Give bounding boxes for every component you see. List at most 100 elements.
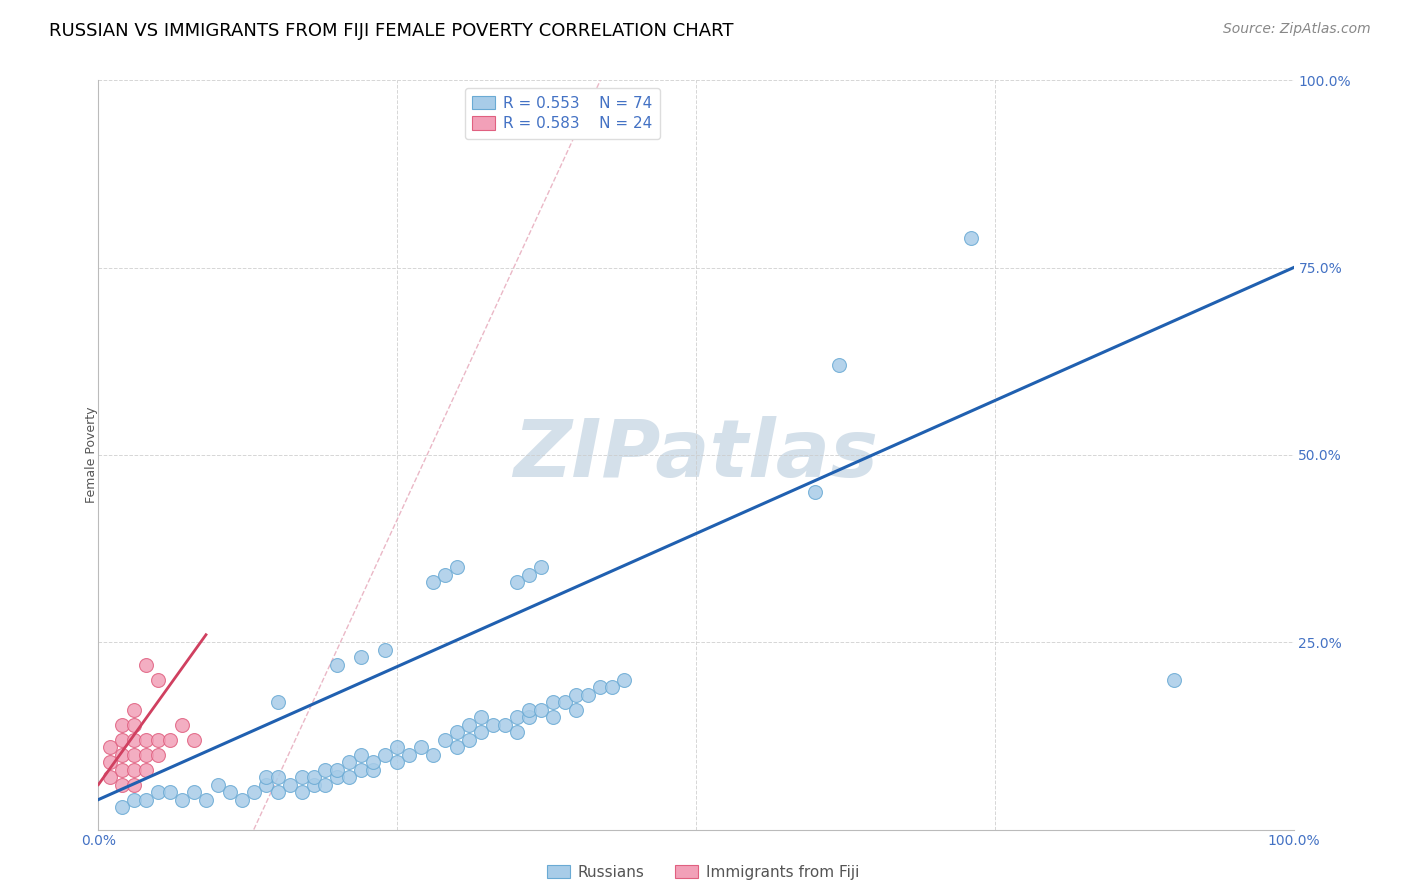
Point	[98, 740, 122, 755]
Point	[541, 695, 564, 709]
Point	[374, 747, 396, 762]
Point	[231, 792, 253, 806]
Point	[135, 657, 157, 672]
Point	[494, 717, 516, 731]
Point	[124, 732, 146, 747]
Point	[135, 792, 157, 806]
Point	[315, 778, 337, 792]
Point	[541, 710, 564, 724]
Point	[172, 717, 194, 731]
Point	[828, 358, 851, 372]
Point	[1163, 673, 1185, 687]
Point	[135, 732, 157, 747]
Point	[517, 710, 540, 724]
Point	[350, 650, 373, 665]
Point	[124, 703, 146, 717]
Point	[446, 560, 468, 574]
Point	[434, 567, 457, 582]
Point	[589, 680, 612, 694]
Point	[207, 778, 229, 792]
Point	[124, 778, 146, 792]
Point	[111, 763, 134, 777]
Point	[446, 725, 468, 739]
Point	[254, 778, 277, 792]
Point	[315, 763, 337, 777]
Point	[111, 800, 134, 814]
Point	[135, 747, 157, 762]
Point	[98, 770, 122, 784]
Point	[267, 695, 290, 709]
Point	[458, 732, 481, 747]
Point	[411, 740, 433, 755]
Point	[481, 717, 505, 731]
Point	[398, 747, 420, 762]
Point	[254, 770, 277, 784]
Point	[111, 732, 134, 747]
Point	[302, 778, 325, 792]
Text: ZIPatlas: ZIPatlas	[513, 416, 879, 494]
Point	[339, 755, 361, 769]
Point	[470, 725, 492, 739]
Point	[148, 785, 170, 799]
Text: Source: ZipAtlas.com: Source: ZipAtlas.com	[1223, 22, 1371, 37]
Point	[350, 747, 373, 762]
Point	[960, 230, 983, 244]
Point	[148, 673, 170, 687]
Point	[326, 770, 349, 784]
Legend: R = 0.553    N = 74, R = 0.583    N = 24: R = 0.553 N = 74, R = 0.583 N = 24	[464, 88, 659, 138]
Point	[183, 785, 205, 799]
Text: RUSSIAN VS IMMIGRANTS FROM FIJI FEMALE POVERTY CORRELATION CHART: RUSSIAN VS IMMIGRANTS FROM FIJI FEMALE P…	[49, 22, 734, 40]
Point	[195, 792, 218, 806]
Point	[602, 680, 624, 694]
Point	[159, 785, 181, 799]
Point	[530, 560, 553, 574]
Point	[363, 755, 385, 769]
Point	[339, 770, 361, 784]
Point	[148, 747, 170, 762]
Point	[530, 703, 553, 717]
Point	[385, 755, 409, 769]
Point	[422, 575, 444, 590]
Point	[554, 695, 576, 709]
Point	[124, 717, 146, 731]
Point	[350, 763, 373, 777]
Point	[291, 785, 314, 799]
Point	[470, 710, 492, 724]
Point	[124, 747, 146, 762]
Point	[517, 703, 540, 717]
Point	[183, 732, 205, 747]
Point	[267, 785, 290, 799]
Point	[374, 642, 396, 657]
Point	[159, 732, 181, 747]
Y-axis label: Female Poverty: Female Poverty	[84, 407, 98, 503]
Point	[111, 717, 134, 731]
Point	[458, 717, 481, 731]
Point	[111, 747, 134, 762]
Point	[326, 657, 349, 672]
Point	[98, 755, 122, 769]
Point	[326, 763, 349, 777]
Point	[517, 567, 540, 582]
Point	[385, 740, 409, 755]
Point	[804, 485, 827, 500]
Point	[148, 732, 170, 747]
Point	[506, 710, 529, 724]
Point	[124, 763, 146, 777]
Point	[434, 732, 457, 747]
Point	[578, 688, 600, 702]
Point	[291, 770, 314, 784]
Point	[363, 763, 385, 777]
Point	[124, 792, 146, 806]
Point	[302, 770, 325, 784]
Point	[446, 740, 468, 755]
Point	[422, 747, 444, 762]
Point	[111, 778, 134, 792]
Point	[565, 688, 588, 702]
Point	[613, 673, 636, 687]
Point	[506, 575, 529, 590]
Point	[135, 763, 157, 777]
Point	[243, 785, 266, 799]
Point	[506, 725, 529, 739]
Legend: Russians, Immigrants from Fiji: Russians, Immigrants from Fiji	[543, 860, 863, 884]
Point	[172, 792, 194, 806]
